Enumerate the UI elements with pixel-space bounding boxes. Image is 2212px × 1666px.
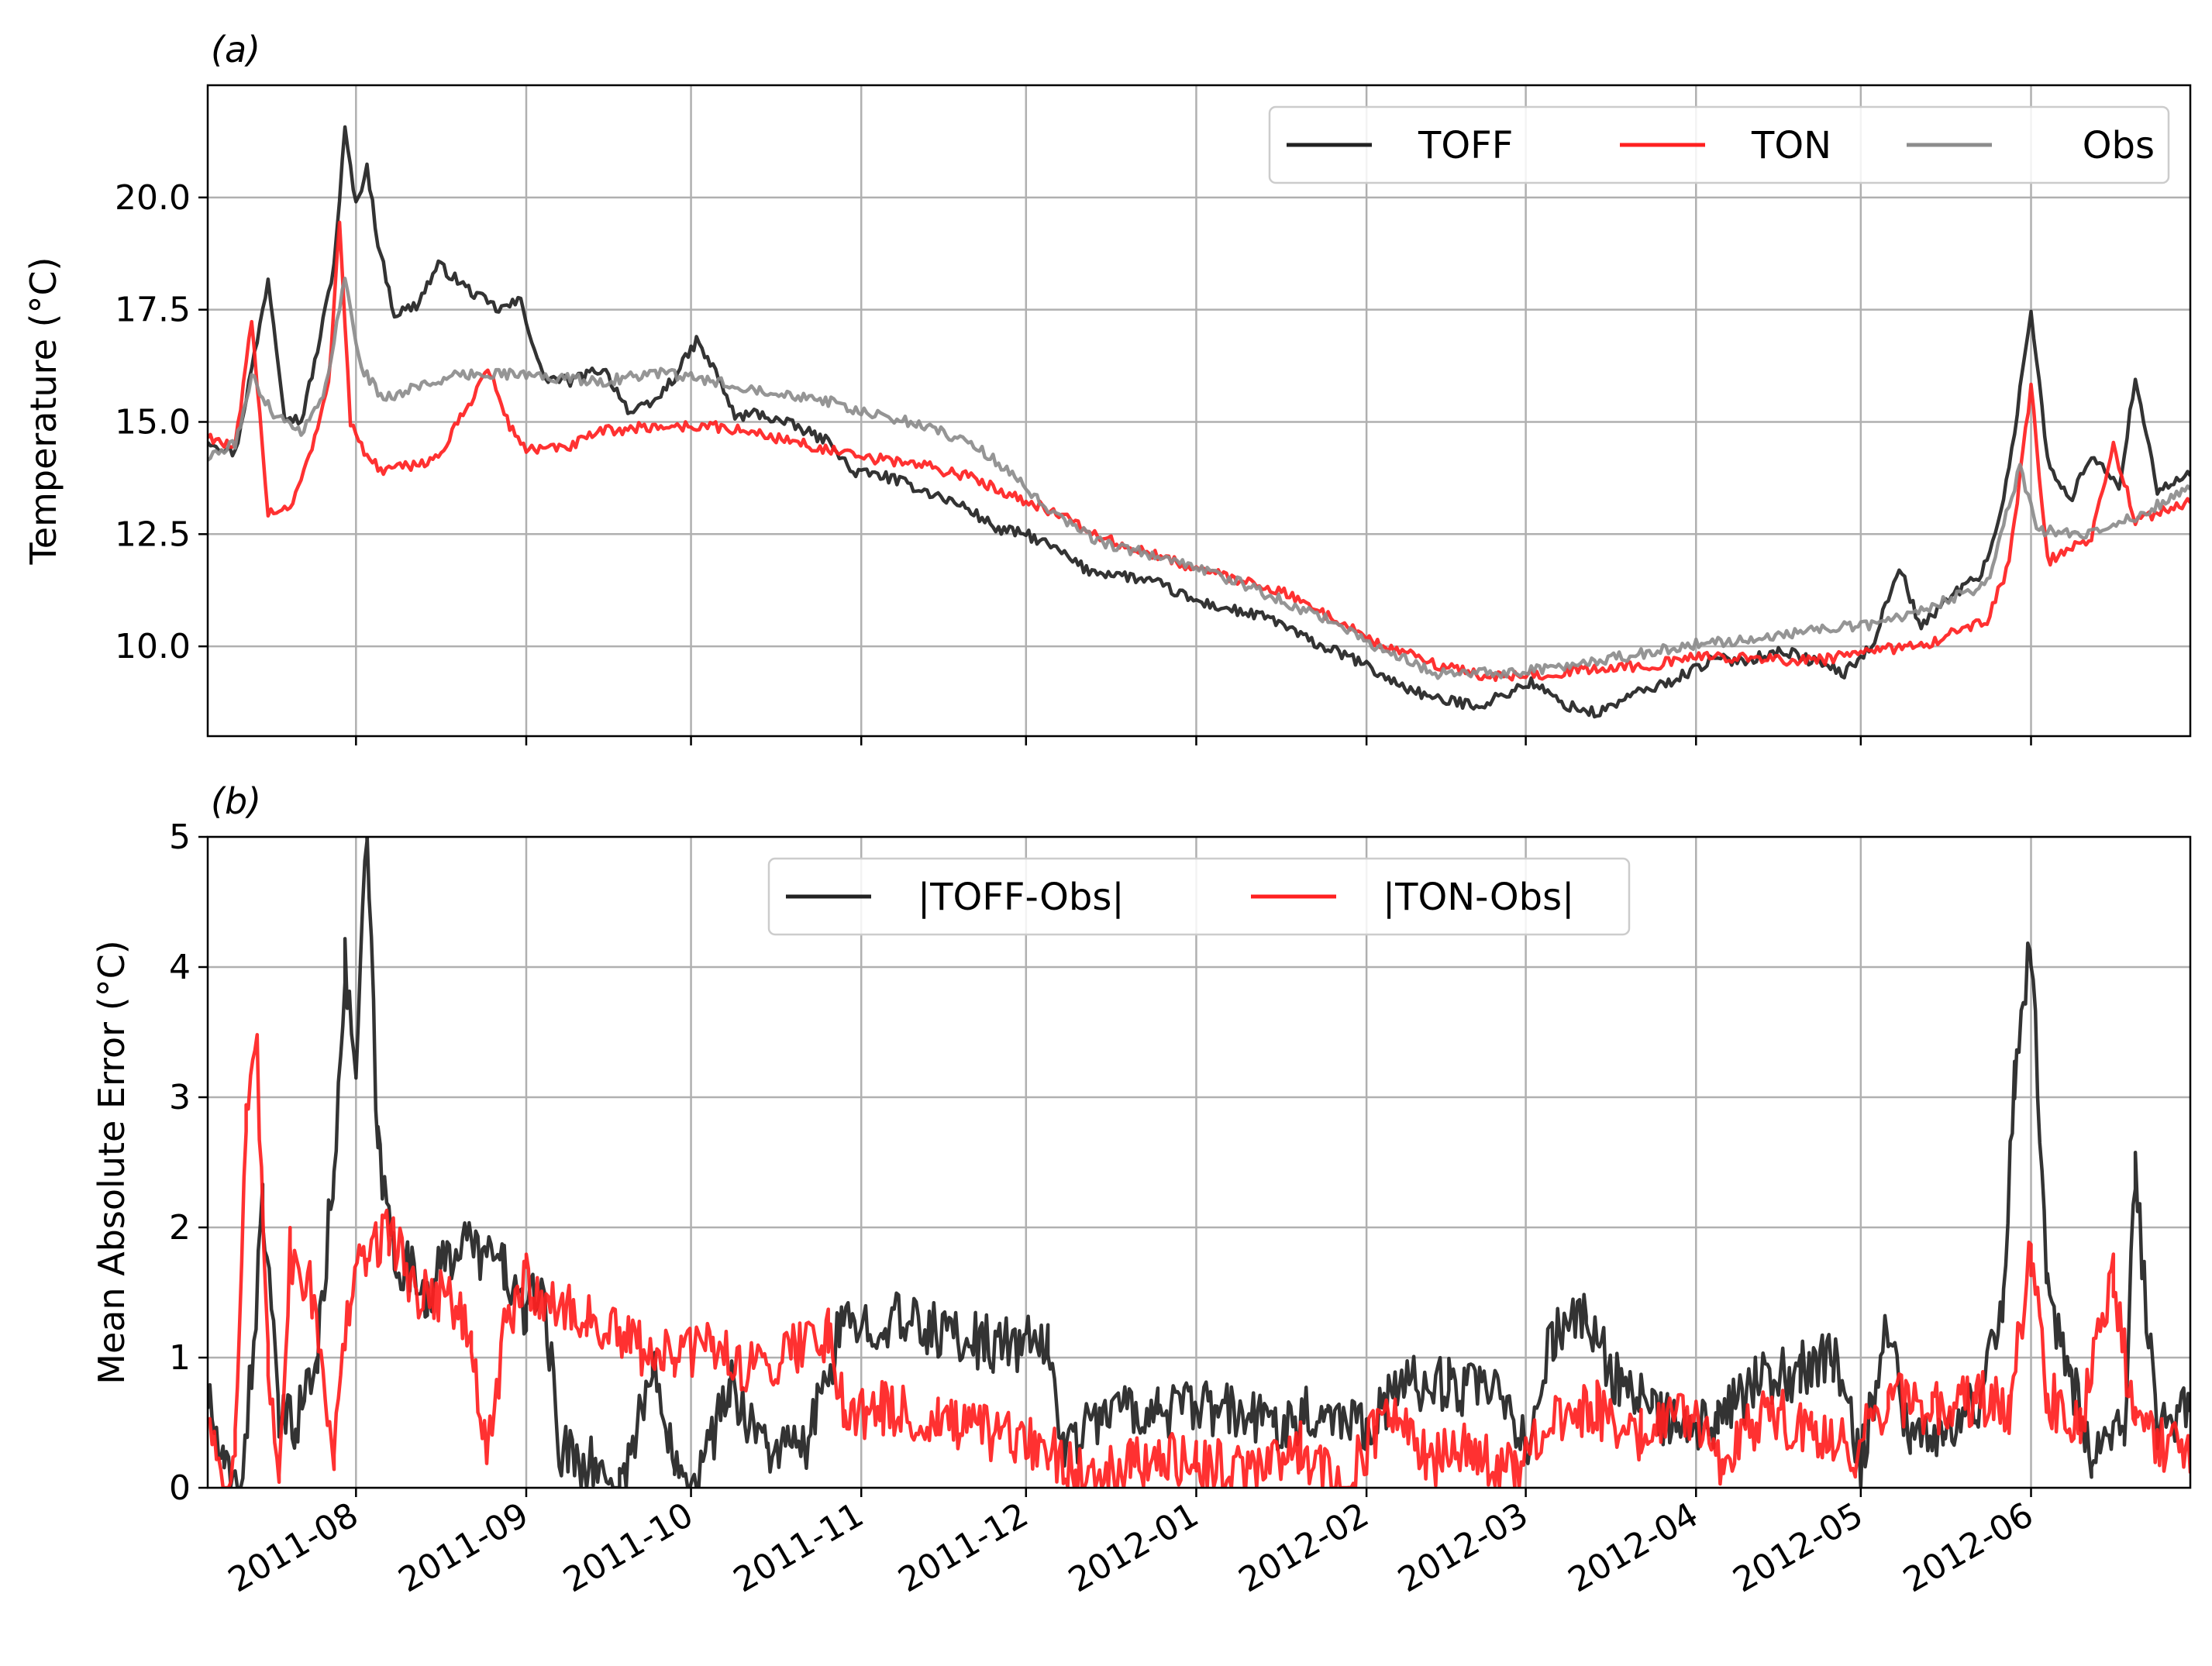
panel-a-ytick-label: 17.5 [115, 291, 191, 330]
panel-b-ytick-label: 3 [169, 1078, 191, 1117]
panel-a-legend-label-0: TOFF [1418, 124, 1513, 167]
panel-b-ytick-label: 1 [169, 1338, 191, 1378]
panel-b-series-tonobs-line [208, 1033, 2190, 1488]
panel-b-ytick-label: 4 [169, 948, 191, 987]
panel-b-legend-box [767, 857, 1631, 936]
panel-a-frame [206, 84, 2192, 738]
panel-a-legend-label-2: Obs [2083, 124, 2155, 167]
panel-a-ytick-label: 12.5 [115, 515, 191, 554]
panel-b-frame [206, 835, 2192, 1489]
panel-a-ytick-label: 10.0 [115, 627, 191, 666]
panel-b-ylabel: Mean Absolute Error (°C) [91, 940, 133, 1384]
panel-a-legend-box [1268, 105, 2170, 184]
series-layer [208, 125, 2190, 1488]
panel-b-ytick-label: 5 [169, 818, 191, 857]
panel-b-label: (b) [211, 780, 261, 822]
panel-a-ytick-label: 20.0 [115, 178, 191, 218]
panel-a-ylabel: Temperature (°C) [22, 256, 64, 565]
panel-b-legend-label-1: |TON-Obs| [1383, 876, 1574, 919]
panel-b-ytick-label: 2 [169, 1208, 191, 1248]
panel-b-ytick-label: 0 [169, 1468, 191, 1508]
legend-layer: TOFF TON Obs |TOFF-Obs| |TON-Obs| [767, 105, 2170, 936]
panel-b-series-toffobs-line [208, 837, 2190, 1488]
panel-a-legend-label-1: TON [1751, 124, 1831, 167]
panel-a-ytick-label: 15.0 [115, 402, 191, 442]
panel-a-series-obs-line [208, 277, 2190, 680]
panel-a-label: (a) [211, 29, 260, 71]
panel-a-series-toff-line [208, 125, 2190, 719]
panel-b-legend-label-0: |TOFF-Obs| [918, 876, 1125, 919]
